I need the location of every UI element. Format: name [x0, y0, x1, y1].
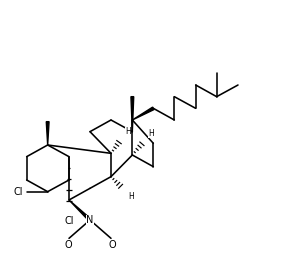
- Polygon shape: [46, 122, 49, 145]
- Text: O: O: [64, 240, 72, 250]
- Text: H: H: [125, 127, 131, 136]
- Text: O: O: [108, 240, 116, 250]
- Text: Cl: Cl: [13, 187, 23, 197]
- Polygon shape: [131, 97, 134, 132]
- Text: Cl: Cl: [64, 216, 74, 226]
- Text: H: H: [148, 129, 154, 138]
- Text: H: H: [128, 192, 134, 201]
- Polygon shape: [69, 200, 91, 221]
- Polygon shape: [132, 107, 154, 120]
- Text: N: N: [86, 215, 94, 225]
